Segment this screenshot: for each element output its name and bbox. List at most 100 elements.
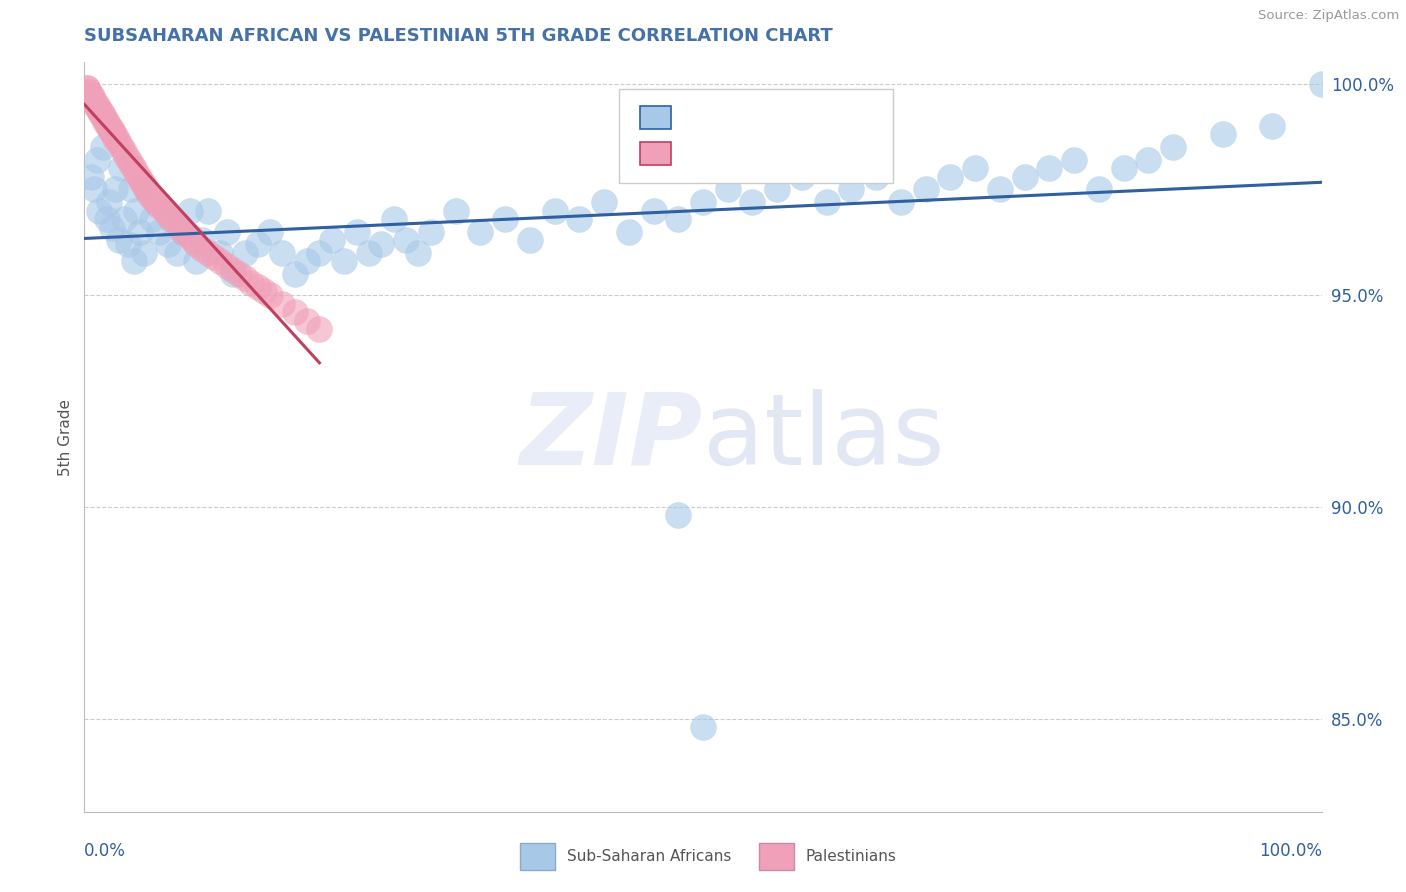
Point xyxy=(815,195,838,210)
Point xyxy=(593,195,616,210)
Text: atlas: atlas xyxy=(703,389,945,485)
Point xyxy=(170,220,193,235)
Point xyxy=(79,85,101,99)
Point xyxy=(82,94,104,108)
Point xyxy=(197,203,219,218)
Point xyxy=(741,195,763,210)
Point xyxy=(118,153,141,167)
Point xyxy=(666,508,689,523)
Point xyxy=(110,161,132,176)
Point xyxy=(98,195,121,210)
Point xyxy=(321,233,343,247)
Point xyxy=(233,271,256,285)
Point xyxy=(939,169,962,184)
Point xyxy=(228,267,250,281)
Point xyxy=(79,89,101,103)
Point xyxy=(988,182,1011,196)
Point xyxy=(184,237,207,252)
Point xyxy=(333,254,356,268)
Point xyxy=(308,246,330,260)
Point xyxy=(129,174,152,188)
Point xyxy=(179,229,201,244)
Point xyxy=(1038,161,1060,176)
Point xyxy=(122,161,145,176)
Point xyxy=(100,123,122,137)
Point xyxy=(104,131,127,145)
Point xyxy=(357,246,380,260)
Point xyxy=(222,267,245,281)
Point xyxy=(160,212,183,227)
Point xyxy=(346,225,368,239)
Point xyxy=(89,102,111,116)
Point xyxy=(717,182,740,196)
Point xyxy=(103,128,125,142)
Point xyxy=(97,119,120,133)
Point xyxy=(1088,182,1111,196)
Point xyxy=(914,182,936,196)
Point xyxy=(96,114,118,128)
Point xyxy=(104,182,127,196)
Point xyxy=(240,276,263,290)
Point xyxy=(141,191,163,205)
Point xyxy=(1014,169,1036,184)
Point xyxy=(125,165,148,179)
Point xyxy=(1310,77,1333,91)
Point xyxy=(101,128,124,142)
Point xyxy=(98,123,121,137)
Point xyxy=(470,225,492,239)
Point xyxy=(108,136,131,150)
Point xyxy=(284,267,307,281)
Point xyxy=(841,182,863,196)
Point xyxy=(191,233,214,247)
Point xyxy=(1261,119,1284,133)
Point xyxy=(166,216,188,230)
Point xyxy=(1161,140,1184,154)
Point xyxy=(153,203,176,218)
Point xyxy=(96,212,118,227)
Text: R = 0.467    N = 67: R = 0.467 N = 67 xyxy=(682,146,852,161)
Point xyxy=(191,242,214,256)
Point xyxy=(617,225,640,239)
Point xyxy=(132,178,155,193)
Point xyxy=(153,203,176,218)
Point xyxy=(692,720,714,734)
Point xyxy=(145,195,167,210)
Point xyxy=(89,106,111,120)
Point xyxy=(83,94,105,108)
Point xyxy=(91,140,114,154)
Text: ZIP: ZIP xyxy=(520,389,703,485)
Point xyxy=(86,153,108,167)
Point xyxy=(519,233,541,247)
Point xyxy=(1063,153,1085,167)
Point xyxy=(91,111,114,125)
Point xyxy=(568,212,591,227)
Point xyxy=(253,284,276,298)
Point xyxy=(86,97,108,112)
Point xyxy=(145,195,167,210)
Text: 100.0%: 100.0% xyxy=(1258,842,1322,860)
Point xyxy=(295,254,318,268)
Point xyxy=(692,195,714,210)
Point xyxy=(112,145,135,159)
Point xyxy=(166,246,188,260)
Point xyxy=(295,313,318,327)
Point xyxy=(115,148,138,162)
Point xyxy=(122,254,145,268)
Point xyxy=(138,186,160,201)
Point xyxy=(148,199,170,213)
Point xyxy=(135,182,157,196)
Point xyxy=(666,212,689,227)
Point xyxy=(179,203,201,218)
Point xyxy=(370,237,392,252)
Point xyxy=(308,322,330,336)
Point xyxy=(77,85,100,99)
Point xyxy=(157,208,180,222)
Text: Sub-Saharan Africans: Sub-Saharan Africans xyxy=(567,849,731,863)
Point xyxy=(865,169,887,184)
Point xyxy=(160,212,183,227)
Point xyxy=(209,254,232,268)
Point xyxy=(271,246,294,260)
Point xyxy=(83,182,105,196)
Point xyxy=(80,89,103,103)
Text: SUBSAHARAN AFRICAN VS PALESTINIAN 5TH GRADE CORRELATION CHART: SUBSAHARAN AFRICAN VS PALESTINIAN 5TH GR… xyxy=(84,27,834,45)
